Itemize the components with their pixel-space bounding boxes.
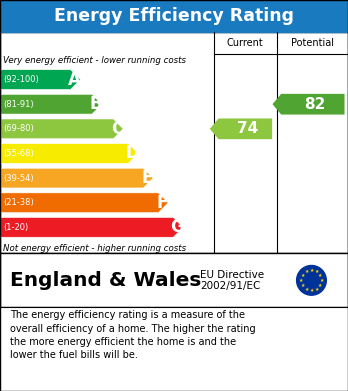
Text: E: E <box>141 169 152 187</box>
Polygon shape <box>1 70 80 90</box>
Text: The energy efficiency rating is a measure of the
overall efficiency of a home. T: The energy efficiency rating is a measur… <box>10 310 256 360</box>
Text: B: B <box>89 95 102 113</box>
Bar <box>0 253 348 307</box>
Text: ★: ★ <box>309 288 314 293</box>
Text: (92-100): (92-100) <box>3 75 39 84</box>
Polygon shape <box>1 168 153 188</box>
Text: ★: ★ <box>304 287 309 292</box>
Ellipse shape <box>296 265 326 295</box>
Text: ★: ★ <box>318 273 322 278</box>
Text: C: C <box>111 120 123 138</box>
Text: (55-68): (55-68) <box>3 149 33 158</box>
Text: ★: ★ <box>309 268 314 273</box>
Text: (69-80): (69-80) <box>3 124 33 133</box>
Text: England & Wales: England & Wales <box>10 271 202 290</box>
Text: A: A <box>68 70 80 89</box>
Text: ★: ★ <box>299 278 303 283</box>
Text: ★: ★ <box>318 283 322 288</box>
Text: ★: ★ <box>314 287 319 292</box>
Text: ★: ★ <box>301 283 305 288</box>
Polygon shape <box>272 94 345 115</box>
Text: ★: ★ <box>304 269 309 274</box>
Polygon shape <box>1 193 168 213</box>
Polygon shape <box>1 217 183 237</box>
Text: (39-54): (39-54) <box>3 174 33 183</box>
Polygon shape <box>210 118 272 139</box>
Text: EU Directive
2002/91/EC: EU Directive 2002/91/EC <box>200 269 264 291</box>
Text: (21-38): (21-38) <box>3 198 33 207</box>
Text: ★: ★ <box>301 273 305 278</box>
Polygon shape <box>1 119 123 139</box>
Text: Current: Current <box>227 38 264 48</box>
Text: 74: 74 <box>237 121 258 136</box>
Text: D: D <box>125 144 139 163</box>
Text: Energy Efficiency Rating: Energy Efficiency Rating <box>54 7 294 25</box>
Text: (1-20): (1-20) <box>3 223 28 232</box>
Text: G: G <box>170 218 184 237</box>
Bar <box>0 0 348 32</box>
Text: ★: ★ <box>319 278 324 283</box>
Bar <box>0 307 348 391</box>
Text: Very energy efficient - lower running costs: Very energy efficient - lower running co… <box>3 56 187 65</box>
Text: F: F <box>156 194 167 212</box>
Text: Potential: Potential <box>291 38 334 48</box>
Text: Not energy efficient - higher running costs: Not energy efficient - higher running co… <box>3 244 187 253</box>
Polygon shape <box>1 143 138 163</box>
Polygon shape <box>1 94 102 114</box>
Text: (81-91): (81-91) <box>3 100 33 109</box>
Text: 82: 82 <box>304 97 326 112</box>
Bar <box>0 32 348 253</box>
Text: ★: ★ <box>314 269 319 274</box>
